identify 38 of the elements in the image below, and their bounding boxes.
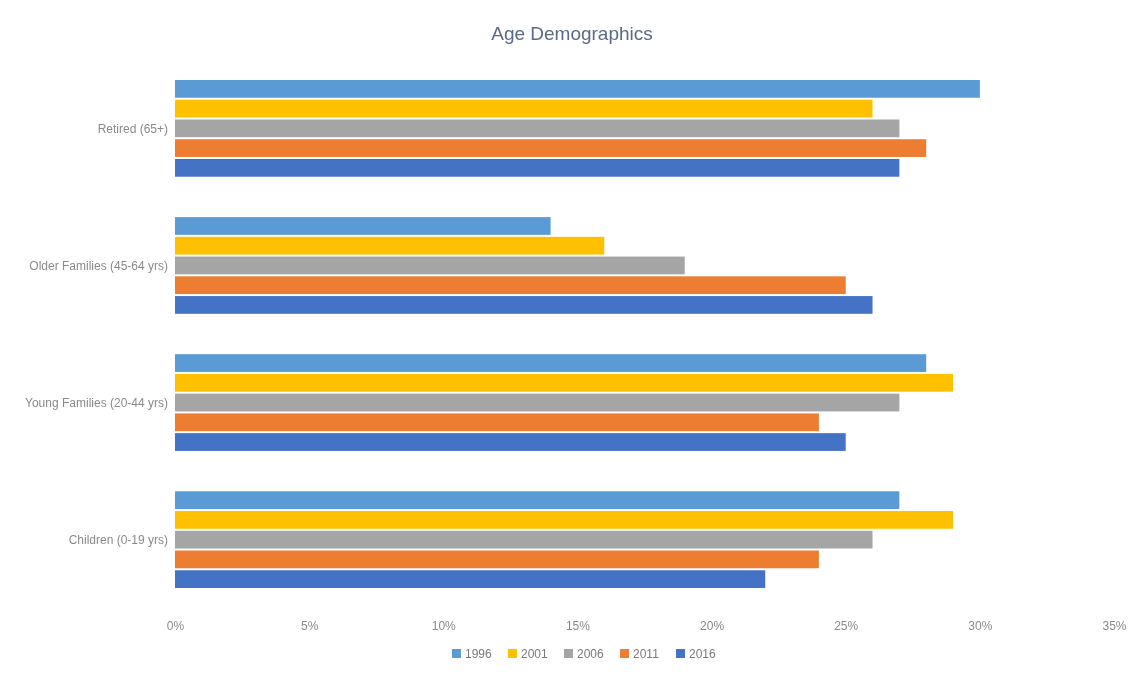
bar <box>175 413 819 432</box>
x-tick-label: 15% <box>565 618 591 633</box>
bar <box>175 354 927 372</box>
x-tick-label: 0% <box>166 618 185 633</box>
bar <box>175 511 954 529</box>
bar <box>175 530 873 549</box>
bar <box>175 491 900 510</box>
bar <box>175 80 980 98</box>
bar <box>175 393 900 412</box>
legend-label: 2001 <box>521 647 549 661</box>
bar <box>175 119 900 138</box>
bar <box>175 217 551 235</box>
x-tick-label: 35% <box>1102 618 1127 633</box>
bar <box>175 236 605 255</box>
bar <box>175 139 927 157</box>
bar <box>175 296 873 314</box>
bar <box>175 373 954 392</box>
x-tick-label: 10% <box>431 618 457 633</box>
x-tick-label: 25% <box>834 618 859 633</box>
bar <box>175 158 900 177</box>
legend-label: 2006 <box>577 647 605 661</box>
legend-label: 2016 <box>689 647 717 661</box>
bar <box>175 276 846 295</box>
y-tick-label: Children (0-19 yrs) <box>68 533 168 548</box>
chart-title: Age Demographics <box>491 23 653 44</box>
y-tick-label: Young Families (20-44 yrs) <box>25 396 168 411</box>
legend-label: 2011 <box>633 647 660 661</box>
x-tick-label: 5% <box>300 618 319 633</box>
bar <box>175 256 685 275</box>
bar <box>175 99 873 118</box>
x-tick-label: 20% <box>700 618 725 633</box>
legend-label: 1996 <box>465 647 493 661</box>
bar <box>175 550 819 569</box>
bar <box>175 570 766 588</box>
y-tick-label: Older Families (45-64 yrs) <box>29 259 168 274</box>
bar <box>175 433 846 451</box>
y-tick-label: Retired (65+) <box>97 122 168 137</box>
x-tick-label: 30% <box>968 618 993 633</box>
